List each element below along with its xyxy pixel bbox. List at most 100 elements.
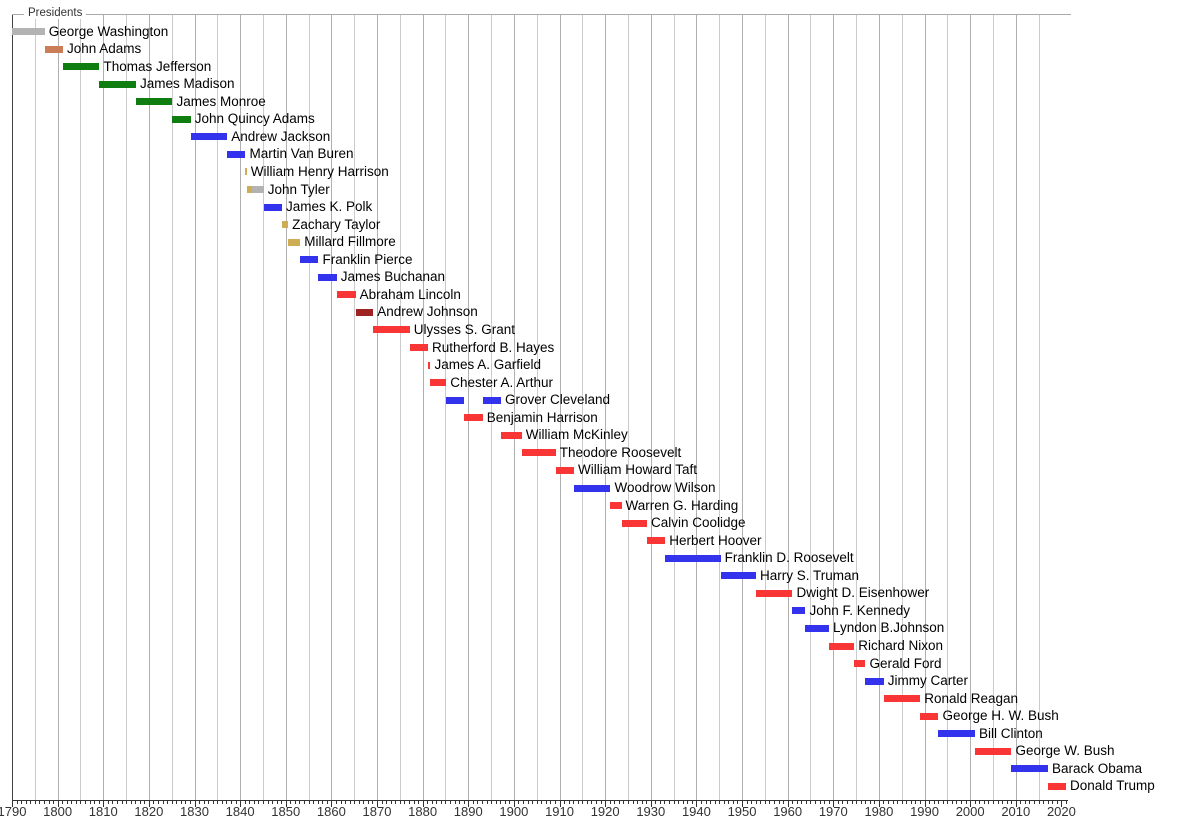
minor-tick — [290, 801, 291, 804]
term-bar — [246, 186, 252, 194]
minor-tick — [350, 801, 351, 804]
minor-tick — [459, 801, 460, 804]
term-bar — [482, 396, 501, 404]
term-bar — [263, 203, 282, 211]
term-bar — [62, 63, 100, 71]
year-gridline — [856, 14, 857, 800]
minor-tick — [372, 801, 373, 804]
major-tick — [286, 801, 287, 807]
minor-tick — [993, 801, 994, 804]
minor-tick — [1029, 801, 1030, 804]
year-tick-label: 1810 — [88, 804, 118, 819]
president-label: Bill Clinton — [978, 725, 1043, 741]
term-bar — [792, 607, 806, 615]
minor-tick — [167, 801, 168, 804]
minor-tick — [728, 801, 729, 804]
minor-tick — [318, 801, 319, 804]
president-label: John Quincy Adams — [194, 111, 315, 127]
minor-tick — [874, 801, 875, 804]
president-label: James Madison — [139, 76, 235, 92]
minor-tick — [810, 801, 811, 804]
minor-tick — [998, 801, 999, 804]
minor-tick — [80, 801, 81, 804]
minor-tick — [610, 801, 611, 804]
president-label: Warren G. Harding — [625, 497, 739, 513]
term-bar — [190, 133, 228, 141]
chart-header-line — [12, 14, 1071, 15]
minor-tick — [842, 801, 843, 804]
minor-tick — [920, 801, 921, 804]
minor-tick — [409, 801, 410, 804]
minor-tick — [491, 801, 492, 804]
year-gridline — [286, 14, 287, 800]
year-tick-label: 1890 — [453, 804, 483, 819]
minor-tick — [824, 801, 825, 804]
minor-tick — [578, 801, 579, 804]
year-tick-label: 1910 — [545, 804, 574, 819]
minor-tick — [915, 801, 916, 804]
minor-tick — [131, 801, 132, 804]
year-gridline — [1016, 14, 1017, 800]
term-bar — [1047, 782, 1066, 790]
president-label: Herbert Hoover — [669, 532, 762, 548]
minor-tick — [815, 801, 816, 804]
minor-tick — [258, 801, 259, 804]
minor-tick — [934, 801, 935, 804]
minor-tick — [67, 801, 68, 804]
minor-tick — [404, 801, 405, 804]
minor-tick — [336, 801, 337, 804]
term-bar — [300, 256, 319, 264]
year-gridline — [1039, 14, 1040, 800]
minor-tick — [856, 801, 857, 804]
minor-tick — [715, 801, 716, 804]
year-gridline — [765, 14, 766, 800]
minor-tick — [664, 801, 665, 804]
minor-tick — [1066, 801, 1067, 804]
minor-tick — [701, 801, 702, 804]
term-bar — [336, 291, 356, 299]
term-bar — [665, 554, 721, 562]
minor-tick — [829, 801, 830, 804]
president-label: George W. Bush — [1015, 743, 1115, 759]
minor-tick — [185, 801, 186, 804]
minor-tick — [473, 801, 474, 804]
minor-tick — [341, 801, 342, 804]
minor-tick — [477, 801, 478, 804]
year-gridline — [172, 14, 173, 800]
major-tick — [925, 801, 926, 807]
minor-tick — [117, 801, 118, 804]
term-bar — [427, 361, 431, 369]
major-tick — [514, 801, 515, 807]
president-label: John Adams — [66, 41, 142, 57]
president-label: James Buchanan — [340, 269, 446, 285]
minor-tick — [213, 801, 214, 804]
minor-tick — [1002, 801, 1003, 804]
minor-tick — [669, 801, 670, 804]
minor-tick — [737, 801, 738, 804]
year-gridline — [103, 14, 104, 800]
minor-tick — [445, 801, 446, 804]
minor-tick — [391, 801, 392, 804]
term-bar — [252, 186, 264, 194]
minor-tick — [53, 801, 54, 804]
major-tick — [331, 801, 332, 807]
year-gridline — [217, 14, 218, 800]
term-bar — [854, 660, 866, 668]
year-tick-label: 1930 — [636, 804, 666, 819]
minor-tick — [865, 801, 866, 804]
president-label: Andrew Jackson — [231, 128, 331, 144]
minor-tick — [801, 801, 802, 804]
president-label: Grover Cleveland — [504, 392, 611, 408]
president-label: Barack Obama — [1051, 760, 1143, 776]
president-label: Jimmy Carter — [887, 673, 968, 689]
president-label: Zachary Taylor — [292, 216, 381, 232]
minor-tick — [94, 801, 95, 804]
y-axis-line — [12, 14, 13, 801]
minor-tick — [956, 801, 957, 804]
minor-tick — [112, 801, 113, 804]
minor-tick — [979, 801, 980, 804]
minor-tick — [295, 801, 296, 804]
year-gridline — [240, 14, 241, 800]
